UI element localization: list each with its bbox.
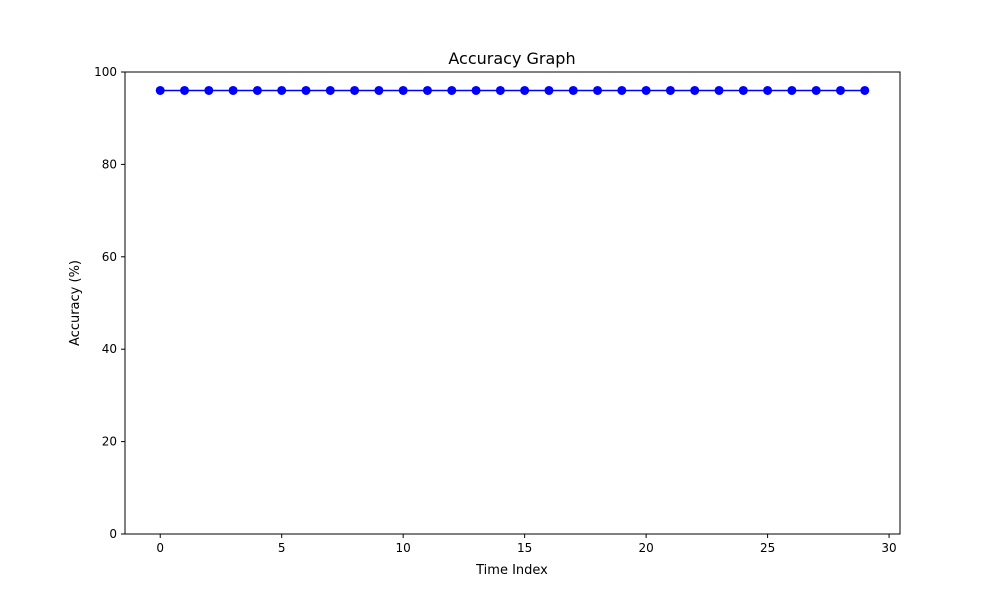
- data-point: [277, 85, 287, 95]
- data-point: [398, 85, 408, 95]
- data-point: [714, 85, 724, 95]
- x-tick-label: 0: [156, 541, 164, 555]
- x-tick-label: 15: [517, 541, 532, 555]
- y-axis-ticks: 0 20 40 60 80 100: [94, 65, 125, 541]
- data-point: [155, 85, 165, 95]
- data-point: [690, 85, 700, 95]
- data-point: [835, 85, 845, 95]
- data-point: [204, 85, 214, 95]
- y-tick-label: 40: [102, 342, 117, 356]
- data-point: [593, 85, 603, 95]
- data-point: [617, 85, 627, 95]
- data-point: [811, 85, 821, 95]
- series-layer: [155, 85, 870, 95]
- x-axis-ticks: 0 5 10 15 20 25 30: [156, 534, 897, 555]
- data-point: [787, 85, 797, 95]
- data-point: [544, 85, 554, 95]
- data-point: [447, 85, 457, 95]
- data-point: [738, 85, 748, 95]
- y-tick-label: 80: [102, 157, 117, 171]
- data-point: [860, 85, 870, 95]
- data-point: [471, 85, 481, 95]
- data-point: [325, 85, 335, 95]
- y-tick-label: 0: [109, 527, 117, 541]
- x-tick-label: 30: [881, 541, 896, 555]
- data-point: [180, 85, 190, 95]
- y-tick-label: 100: [94, 65, 117, 79]
- x-tick-label: 25: [760, 541, 775, 555]
- data-point: [350, 85, 360, 95]
- x-axis-label: Time Index: [475, 563, 548, 578]
- data-point: [763, 85, 773, 95]
- x-tick-label: 20: [638, 541, 653, 555]
- data-point: [495, 85, 505, 95]
- x-tick-label: 10: [396, 541, 411, 555]
- data-point: [520, 85, 530, 95]
- y-axis-label: Accuracy (%): [68, 260, 83, 346]
- data-point: [568, 85, 578, 95]
- x-tick-label: 5: [278, 541, 286, 555]
- data-point: [422, 85, 432, 95]
- chart-title: Accuracy Graph: [448, 49, 575, 68]
- data-point: [665, 85, 675, 95]
- data-point: [252, 85, 262, 95]
- data-point: [374, 85, 384, 95]
- y-tick-label: 60: [102, 250, 117, 264]
- data-point: [228, 85, 238, 95]
- plot-frame: [124, 71, 901, 535]
- data-point: [641, 85, 651, 95]
- data-point: [301, 85, 311, 95]
- y-tick-label: 20: [102, 435, 117, 449]
